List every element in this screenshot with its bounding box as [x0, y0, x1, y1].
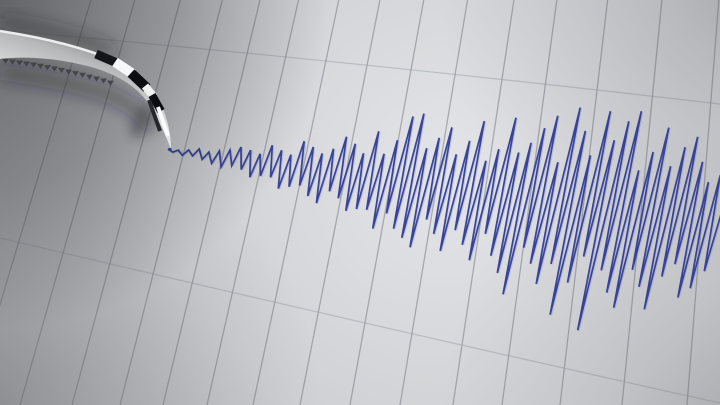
- pen-reflection-stripes: [94, 49, 170, 137]
- pen-serrated-edge: [2, 58, 114, 86]
- serration-tooth: [65, 69, 72, 75]
- pen-stripe: [112, 57, 136, 79]
- serration-tooth: [107, 80, 114, 86]
- serration-tooth: [30, 62, 37, 68]
- serration-tooth: [23, 61, 30, 67]
- pen-arm-body: [0, 31, 171, 149]
- serration-tooth: [16, 60, 23, 66]
- serration-tooth: [93, 76, 100, 82]
- serration-tooth: [100, 78, 107, 84]
- serration-tooth: [86, 74, 93, 80]
- serration-tooth: [72, 71, 79, 77]
- pen-stripe: [94, 49, 119, 68]
- serration-tooth: [51, 66, 58, 72]
- seismograph-pen-arm: [0, 16, 172, 152]
- serration-tooth: [37, 63, 44, 69]
- pen-tip-shadow: [129, 104, 153, 140]
- pen-stripe: [127, 69, 151, 92]
- serration-tooth: [44, 65, 51, 71]
- serration-tooth: [79, 72, 86, 78]
- serration-tooth: [58, 67, 65, 73]
- serration-tooth: [2, 58, 9, 64]
- pen-stripe: [156, 106, 170, 137]
- pen-shadow-above: [0, 16, 117, 58]
- ink-dot: [168, 147, 172, 152]
- pen-stripe: [147, 99, 162, 132]
- serration-tooth: [9, 59, 16, 65]
